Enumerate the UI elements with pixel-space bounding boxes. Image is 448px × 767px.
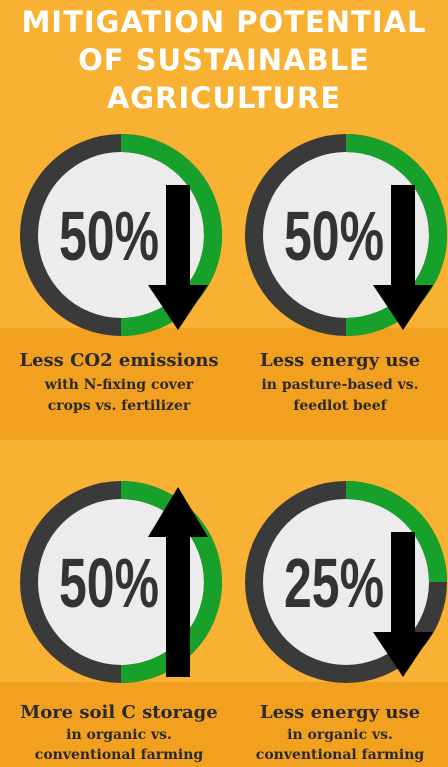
percent-label: 25% [284,544,384,622]
caption-band [0,328,448,440]
percent-label: 50% [59,544,159,622]
gauge-arc [345,134,447,336]
title-line: OF SUSTAINABLE [78,43,370,77]
percent-label: 50% [59,197,159,275]
gauge-inner [262,498,430,666]
arrow-down [373,185,433,330]
caption-line: More soil C storage [20,702,217,723]
gauge-inner [37,498,205,666]
caption-line: in organic vs. [66,727,172,743]
title-line: AGRICULTURE [107,81,341,115]
arrow-down [148,185,208,330]
caption-line: Less CO2 emissions [19,350,218,371]
caption-line: with N-fixing cover [44,377,194,393]
gauge-arc [120,134,222,336]
caption-line: conventional farming [35,747,204,763]
gauge-inner [262,151,430,319]
caption-line: crops vs. fertilizer [48,398,191,414]
caption-line: Less energy use [260,702,420,723]
caption-line: in pasture-based vs. [261,377,418,393]
caption-line: Less energy use [260,350,420,371]
title-line: MITIGATION POTENTIAL [21,5,426,39]
caption-line: in organic vs. [287,727,393,743]
arrow-down [373,532,433,677]
gauge-arc [345,481,447,583]
caption-line: conventional farming [256,747,425,763]
caption-line: feedlot beef [293,398,387,414]
arrow-up [148,487,208,677]
gauge-inner [37,151,205,319]
caption-band [0,682,448,767]
percent-label: 50% [284,197,384,275]
gauge-arc [120,481,222,683]
